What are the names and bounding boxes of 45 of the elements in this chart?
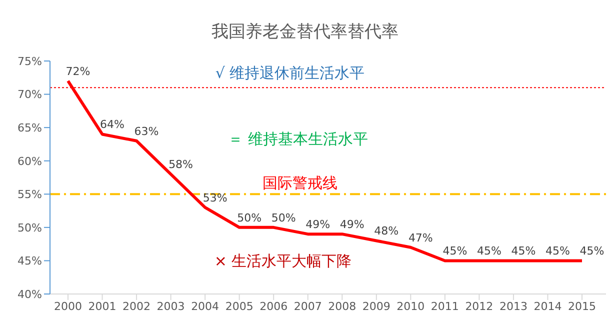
x-tick-label: 2006 (260, 300, 288, 313)
data-label: 63% (134, 124, 159, 138)
x-tick-label: 2014 (534, 300, 562, 313)
y-tick-label: 45% (18, 254, 42, 268)
x-tick-label: 2002 (122, 300, 151, 313)
y-tick-label: 55% (18, 188, 42, 202)
data-label: 45% (476, 244, 502, 258)
y-tick-label: 40% (18, 288, 42, 301)
x-tick-label: 2003 (156, 300, 185, 313)
x-tick-label: 2007 (294, 300, 322, 313)
data-label: 50% (271, 211, 296, 224)
y-tick-label: 70% (18, 88, 42, 102)
y-tick-label: 50% (18, 221, 42, 234)
x-tick-label: 2001 (88, 300, 116, 313)
x-tick-label: 2009 (362, 300, 390, 313)
x-tick-label: 2004 (191, 300, 220, 313)
data-label: 58% (168, 158, 194, 172)
data-label: 72% (66, 64, 90, 78)
x-tick-label: 2010 (396, 300, 425, 313)
x-tick-label: 2000 (54, 300, 82, 313)
x-tick-label: 2013 (499, 300, 528, 313)
annotation: √ 维持退休前生活水平 (215, 64, 365, 83)
chart-title: 我国养老金替代率替代率 (210, 21, 400, 43)
data-label: 45% (580, 244, 604, 258)
data-label: 48% (374, 224, 399, 238)
annotation: ＝ 维持基本生活水平 (228, 130, 368, 149)
data-label: 49% (340, 218, 364, 232)
data-label: 45% (442, 244, 468, 258)
data-label: 50% (237, 211, 262, 224)
y-tick-label: 75% (18, 54, 42, 68)
y-tick-label: 60% (18, 154, 42, 168)
data-label: 64% (100, 118, 124, 132)
x-tick-label: 2008 (328, 300, 356, 313)
ref-line-label: 国际警戒线 (262, 174, 338, 192)
x-tick-label: 2012 (465, 300, 494, 313)
data-label: 45% (511, 244, 536, 258)
x-tick-label: 2011 (430, 300, 459, 313)
data-label: 49% (306, 218, 330, 232)
data-label: 45% (546, 244, 570, 258)
x-tick-label: 2005 (225, 300, 254, 313)
x-tick-label: 2015 (568, 300, 596, 313)
data-label: 53% (202, 191, 228, 204)
y-tick-label: 65% (18, 121, 42, 134)
annotation: × 生活水平大幅下降 (214, 252, 352, 271)
data-label: 47% (408, 231, 433, 244)
